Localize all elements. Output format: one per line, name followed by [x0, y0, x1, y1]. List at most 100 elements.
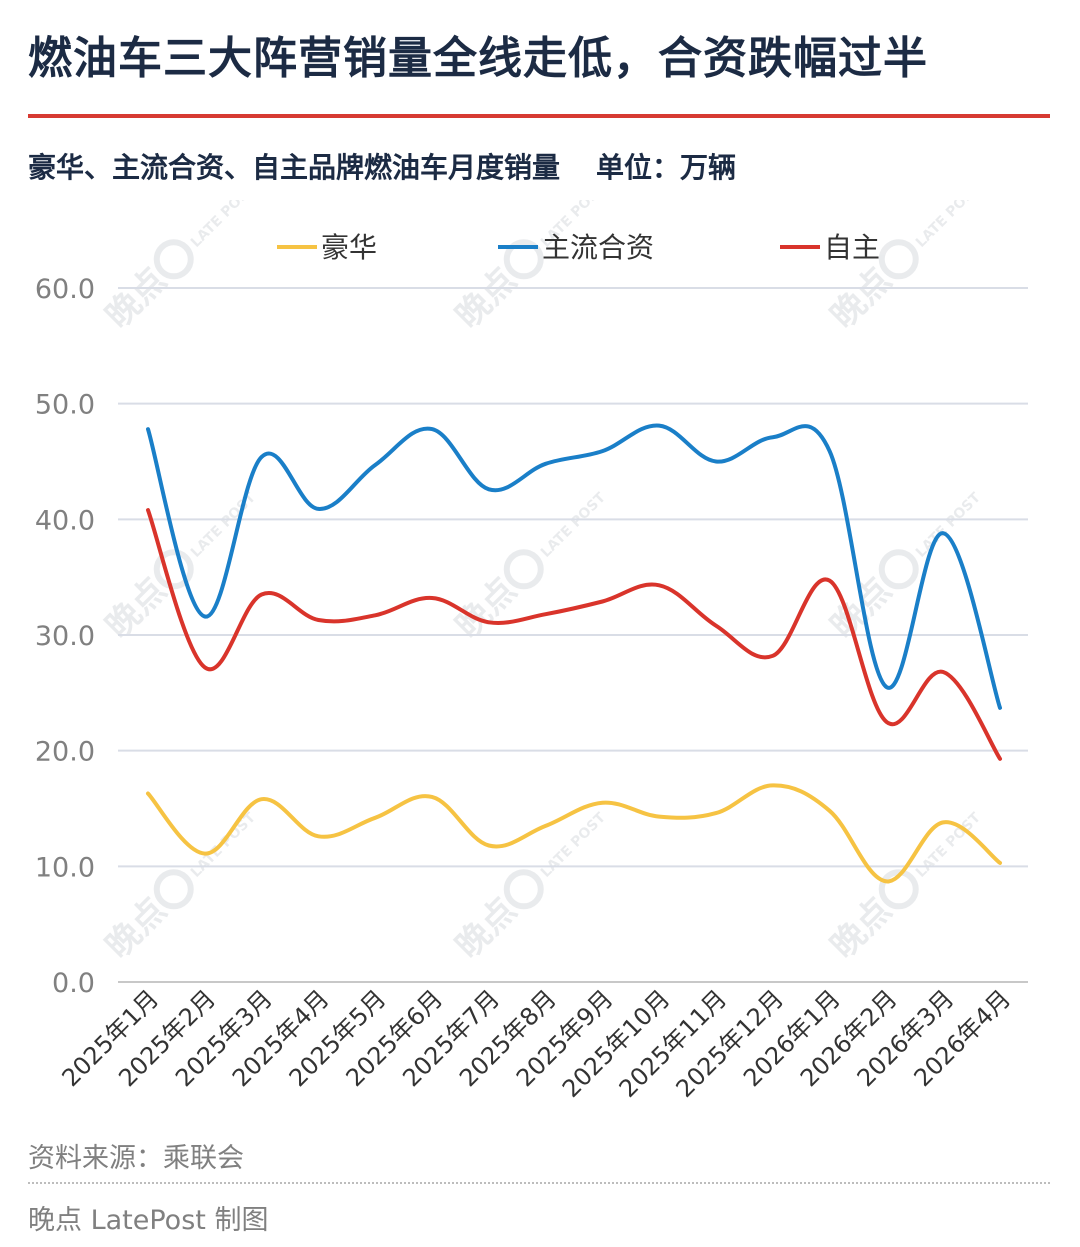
data-point — [941, 531, 945, 535]
page-title: 燃油车三大阵营销量全线走低，合资跌幅过半 — [28, 33, 928, 84]
title-divider — [28, 114, 1050, 118]
legend-label: 主流合资 — [542, 231, 654, 264]
y-tick-label: 10.0 — [35, 852, 95, 883]
data-point — [884, 685, 888, 689]
watermark-circle — [153, 239, 194, 280]
legend-label: 自主 — [824, 231, 880, 264]
data-point — [430, 795, 434, 799]
data-point — [260, 593, 264, 597]
y-tick-label: 30.0 — [35, 621, 95, 652]
series-line-豪华 — [146, 783, 1002, 884]
chart-credit: 晚点 LatePost 制图 — [28, 1205, 269, 1236]
y-tick-label: 0.0 — [52, 968, 95, 999]
data-point — [657, 583, 661, 587]
data-point — [316, 834, 320, 838]
x-axis: 2025年1月2025年2月2025年3月2025年4月2025年5月2025年… — [57, 984, 1017, 1103]
data-point — [714, 624, 718, 628]
data-point — [544, 462, 548, 466]
unit-label: 单位：万辆 — [596, 151, 737, 184]
watermark-brand: LATE POST — [188, 489, 259, 560]
data-point — [260, 797, 264, 801]
data-point — [714, 460, 718, 464]
data-point — [544, 824, 548, 828]
data-point — [544, 612, 548, 616]
watermark-brand: LATE POST — [188, 200, 259, 251]
data-point — [316, 507, 320, 511]
watermark-circle — [153, 869, 194, 910]
data-point — [828, 809, 832, 813]
data-point — [828, 449, 832, 453]
chart-subtitle: 豪华、主流合资、自主品牌燃油车月度销量 单位：万辆 — [28, 146, 736, 186]
chart-legend: 豪华 主流合资 自主 — [277, 231, 880, 264]
watermark-brand: LATE POST — [538, 809, 609, 880]
legend-item: 主流合资 — [498, 231, 654, 264]
data-point — [260, 455, 264, 459]
data-point — [998, 861, 1002, 865]
series-line-主流合资 — [146, 423, 1002, 710]
data-point — [771, 435, 775, 439]
data-point — [657, 424, 661, 428]
data-point — [146, 508, 150, 512]
data-point — [487, 844, 491, 848]
data-point — [430, 427, 434, 431]
data-point — [600, 599, 604, 603]
data-point — [600, 449, 604, 453]
data-point — [487, 487, 491, 491]
footer-divider — [28, 1182, 1050, 1184]
watermark-brand: LATE POST — [188, 809, 259, 880]
data-source: 资料来源：乘联会 — [28, 1143, 244, 1174]
data-point — [487, 620, 491, 624]
data-point — [941, 670, 945, 674]
series-layer — [146, 423, 1002, 884]
data-point — [657, 815, 661, 819]
data-point — [714, 811, 718, 815]
watermark-brand: LATE POST — [913, 809, 984, 880]
legend-item: 豪华 — [277, 231, 377, 264]
series-line-自主 — [146, 508, 1002, 761]
data-point — [998, 706, 1002, 710]
watermark-circle — [878, 869, 919, 910]
data-point — [430, 596, 434, 600]
watermark-circle — [878, 239, 919, 280]
subtitle-text: 豪华、主流合资、自主品牌燃油车月度销量 — [28, 151, 561, 184]
data-point — [600, 801, 604, 805]
y-tick-label: 60.0 — [35, 274, 95, 305]
data-point — [941, 820, 945, 824]
legend-label: 豪华 — [321, 231, 377, 264]
data-point — [146, 791, 150, 795]
data-point — [316, 618, 320, 622]
watermark-brand: LATE POST — [913, 200, 984, 251]
data-point — [884, 720, 888, 724]
data-point — [146, 427, 150, 431]
watermark-circle — [878, 549, 919, 590]
data-point — [373, 463, 377, 467]
y-tick-label: 50.0 — [35, 390, 95, 421]
watermark-circle — [503, 549, 544, 590]
data-point — [828, 579, 832, 583]
data-point — [373, 816, 377, 820]
watermark-circle — [503, 869, 544, 910]
y-tick-label: 40.0 — [35, 505, 95, 536]
legend-item: 自主 — [780, 231, 880, 264]
data-point — [203, 852, 207, 856]
data-point — [373, 613, 377, 617]
data-point — [203, 665, 207, 669]
data-point — [998, 757, 1002, 761]
data-point — [884, 879, 888, 883]
y-axis: 0.0 10.0 20.0 30.0 40.0 50.0 60.0 — [35, 274, 95, 999]
watermark-brand: LATE POST — [913, 489, 984, 560]
data-point — [771, 654, 775, 658]
y-tick-label: 20.0 — [35, 737, 95, 768]
gridlines — [118, 287, 1028, 983]
data-point — [771, 783, 775, 787]
data-point — [203, 614, 207, 618]
watermark-brand: LATE POST — [538, 489, 609, 560]
